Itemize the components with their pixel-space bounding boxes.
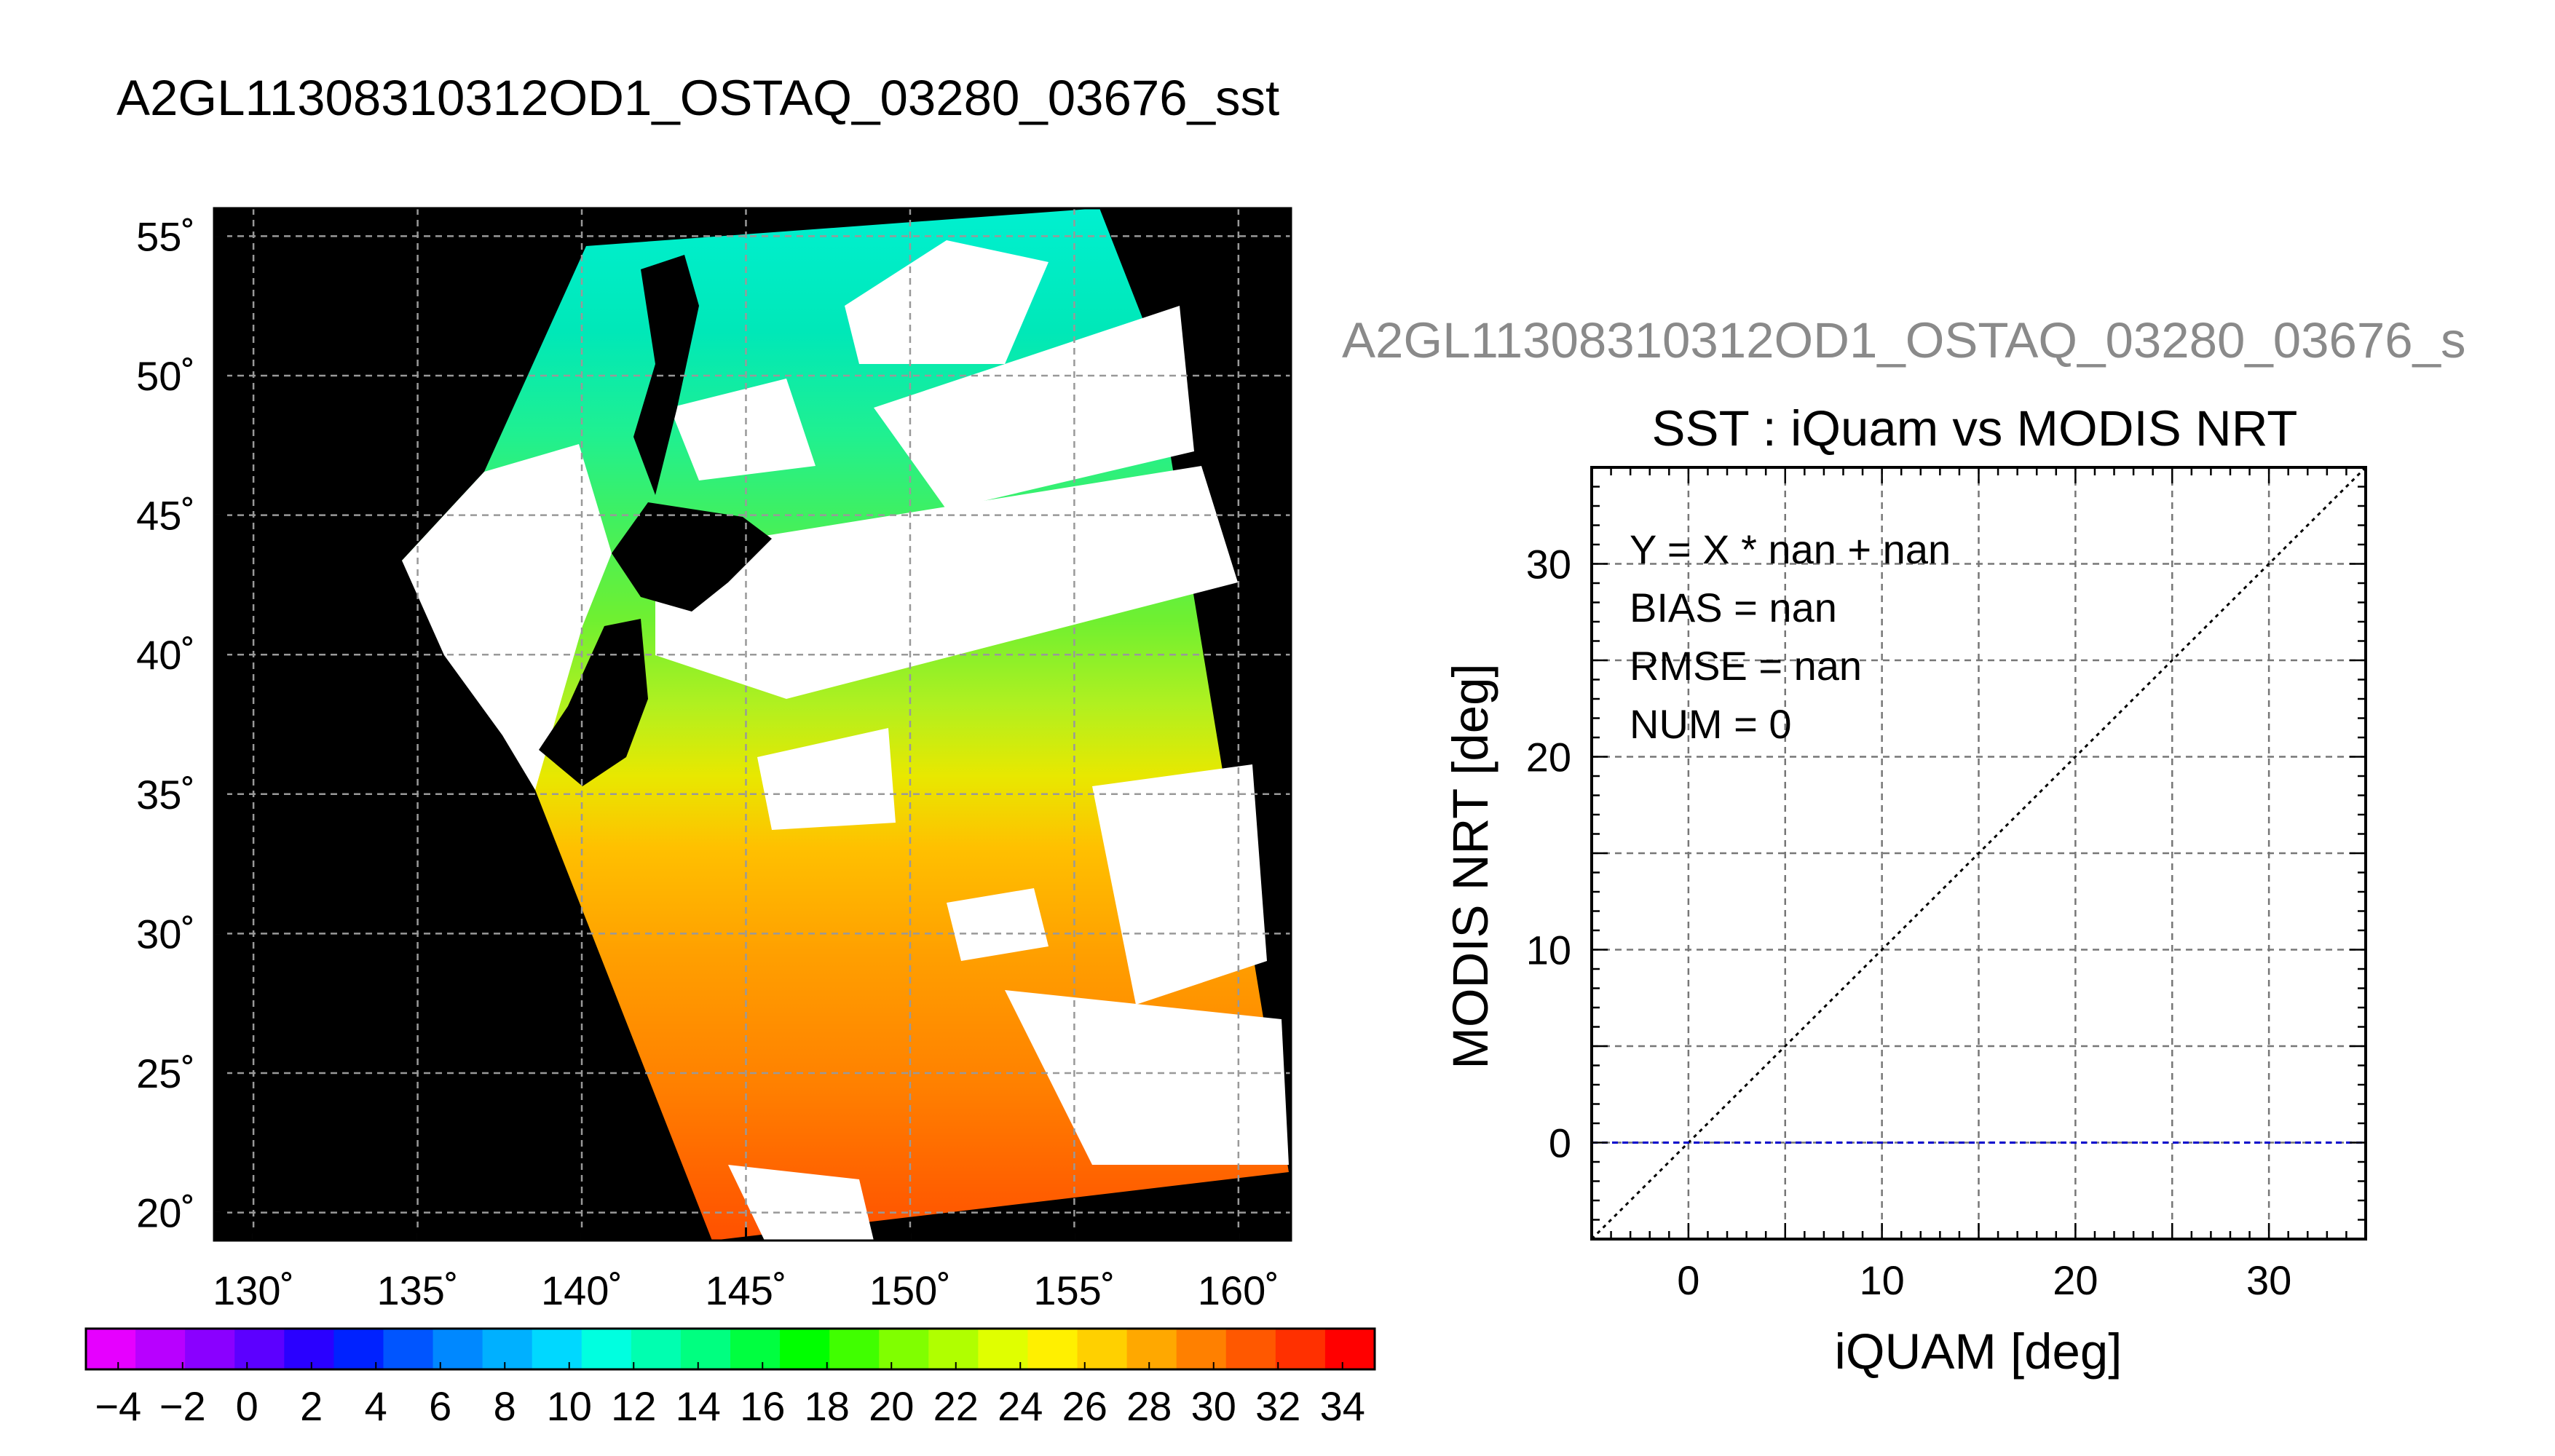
colorbar-segment bbox=[1324, 1329, 1375, 1369]
map-lat-label: 25˚ bbox=[136, 1051, 195, 1096]
cloud-cover bbox=[402, 240, 1289, 1241]
colorbar-segment bbox=[532, 1329, 583, 1369]
stat-bias: BIAS = nan bbox=[1630, 585, 1837, 630]
map-lon-label: 145˚ bbox=[705, 1267, 786, 1313]
colorbar-segment bbox=[1077, 1329, 1128, 1369]
colorbar-label: 4 bbox=[365, 1383, 387, 1429]
map-lat-label: 35˚ bbox=[136, 772, 195, 818]
colorbar-segment bbox=[135, 1329, 186, 1369]
colorbar-segment bbox=[185, 1329, 235, 1369]
colorbar-label: 6 bbox=[429, 1383, 451, 1429]
colorbar-segment bbox=[482, 1329, 533, 1369]
land-japan bbox=[539, 255, 772, 786]
colorbar-label: 34 bbox=[1320, 1383, 1365, 1429]
x-tick-labels: 0 10 20 30 bbox=[1677, 1257, 2291, 1303]
colorbar-segment bbox=[1027, 1329, 1078, 1369]
y-tick-labels: 0 10 20 30 bbox=[1526, 542, 1571, 1166]
map-lon-label: 140˚ bbox=[541, 1267, 623, 1313]
stats-annotations: Y = X * nan + nan BIAS = nan RMSE = nan … bbox=[1630, 526, 1951, 747]
scatter-header: A2GL11308310312OD1_OSTAQ_03280_03676_s bbox=[1342, 312, 2466, 368]
map-lon-label: 135˚ bbox=[377, 1267, 459, 1313]
colorbar-segment bbox=[928, 1329, 979, 1369]
one-to-one-line bbox=[1590, 466, 2367, 1241]
colorbar-label: 14 bbox=[676, 1383, 721, 1429]
colorbar-label: 2 bbox=[300, 1383, 323, 1429]
colorbar-label: 24 bbox=[998, 1383, 1043, 1429]
colorbar-label: 30 bbox=[1191, 1383, 1236, 1429]
map-lon-label: 155˚ bbox=[1033, 1267, 1115, 1313]
stat-rmse: RMSE = nan bbox=[1630, 643, 1862, 689]
colorbar-segment bbox=[780, 1329, 830, 1369]
y-tick-label: 30 bbox=[1526, 542, 1571, 587]
scatter-title: SST : iQuam vs MODIS NRT bbox=[1652, 400, 2298, 456]
map-lat-label: 40˚ bbox=[136, 632, 195, 678]
map-lat-label: 45˚ bbox=[136, 493, 195, 539]
colorbar-segment bbox=[581, 1329, 632, 1369]
map-frame bbox=[213, 207, 1292, 1242]
colorbar-label: 16 bbox=[740, 1383, 785, 1429]
colorbar-label: 26 bbox=[1062, 1383, 1107, 1429]
colorbar-segment bbox=[1176, 1329, 1227, 1369]
colorbar-label: 0 bbox=[236, 1383, 258, 1429]
colorbar-segment bbox=[631, 1329, 682, 1369]
colorbar-label: 10 bbox=[547, 1383, 592, 1429]
colorbar-segment bbox=[1275, 1329, 1326, 1369]
scatter-plot: SST : iQuam vs MODIS NRT 0 10 20 30 0 10 20 30… bbox=[1442, 400, 2367, 1380]
map-lat-label: 55˚ bbox=[136, 213, 195, 259]
colorbar-label: 12 bbox=[611, 1383, 656, 1429]
y-tick-label: 10 bbox=[1526, 927, 1571, 973]
x-tick-label: 10 bbox=[1859, 1257, 1904, 1303]
colorbar-labels: −4 −2 0 2 4 6 8 10 12 14 16 18 20 22 24 26 28 30 32 34 bbox=[95, 1383, 1365, 1429]
y-tick-label: 20 bbox=[1526, 735, 1571, 780]
map-lon-label: 150˚ bbox=[869, 1267, 951, 1313]
colorbar-segment bbox=[86, 1329, 136, 1369]
colorbar-label: −2 bbox=[159, 1383, 206, 1429]
colorbar-label: −4 bbox=[95, 1383, 141, 1429]
y-tick-label: 0 bbox=[1549, 1120, 1571, 1166]
stat-regression: Y = X * nan + nan bbox=[1630, 526, 1951, 572]
scatter-ticks bbox=[1590, 466, 2367, 1241]
x-tick-label: 0 bbox=[1677, 1257, 1699, 1303]
x-tick-label: 20 bbox=[2053, 1257, 2098, 1303]
colorbar-label: 18 bbox=[805, 1383, 850, 1429]
sst-map: 55˚50˚45˚40˚35˚30˚25˚20˚ 130˚ 135˚ 140˚ 145… bbox=[84, 207, 1376, 1429]
colorbar-segment bbox=[383, 1329, 434, 1369]
colorbar-label: 32 bbox=[1255, 1383, 1300, 1429]
colorbar-segment bbox=[1225, 1329, 1276, 1369]
colorbar-segment bbox=[284, 1329, 334, 1369]
y-axis-label: MODIS NRT [deg] bbox=[1442, 663, 1498, 1069]
colorbar-segment bbox=[730, 1329, 781, 1369]
colorbar-segment bbox=[234, 1329, 285, 1369]
sst-colorbar bbox=[84, 1327, 1376, 1371]
map-lat-labels: 55˚ 50˚ 45˚ 40˚ 35˚ 30˚ 25˚ 20˚ bbox=[136, 213, 195, 1235]
colorbar-segment bbox=[879, 1329, 929, 1369]
x-tick-label: 30 bbox=[2246, 1257, 2291, 1303]
x-axis-label: iQUAM [deg] bbox=[1835, 1324, 2122, 1380]
colorbar-segment bbox=[829, 1329, 880, 1369]
map-lon-labels: 130˚ 135˚ 140˚ 145˚ 150˚ 155˚ 160˚ bbox=[213, 1267, 1279, 1313]
colorbar-label: 28 bbox=[1126, 1383, 1172, 1429]
map-lat-label: 30˚ bbox=[136, 911, 195, 957]
colorbar-label: 8 bbox=[494, 1383, 516, 1429]
colorbar-segment bbox=[680, 1329, 731, 1369]
map-title: A2GL11308310312OD1_OSTAQ_03280_03676_sst bbox=[117, 70, 1280, 126]
map-lat-label: 20˚ bbox=[136, 1190, 195, 1236]
stat-num: NUM = 0 bbox=[1630, 701, 1792, 747]
map-lon-label: 130˚ bbox=[213, 1267, 294, 1313]
map-lat-label: 50˚ bbox=[136, 353, 195, 399]
colorbar-label: 20 bbox=[869, 1383, 914, 1429]
colorbar-segment bbox=[1126, 1329, 1177, 1369]
map-lon-label: 160˚ bbox=[1198, 1267, 1279, 1313]
colorbar-label: 22 bbox=[933, 1383, 979, 1429]
colorbar-segment bbox=[433, 1329, 483, 1369]
colorbar-frame bbox=[84, 1327, 1376, 1371]
scatter-gridlines bbox=[1592, 467, 2366, 1239]
map-gridlines bbox=[214, 208, 1291, 1241]
